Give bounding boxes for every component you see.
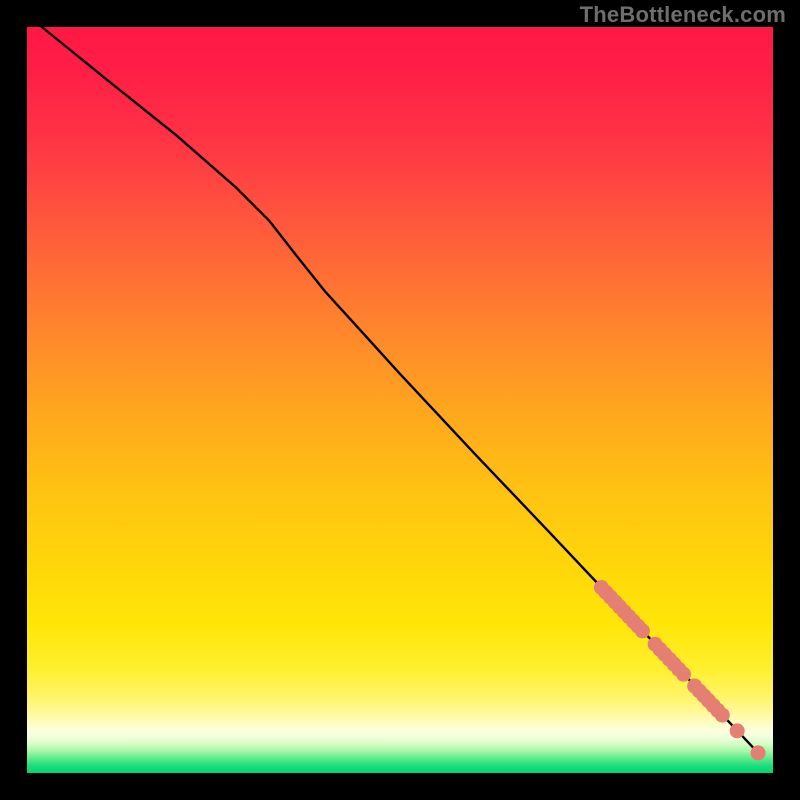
bottleneck-chart	[0, 0, 800, 800]
chart-stage: TheBottleneck.com	[0, 0, 800, 800]
data-marker	[635, 623, 650, 638]
data-marker	[715, 708, 730, 723]
data-marker	[730, 723, 745, 738]
plot-background	[27, 27, 773, 773]
data-marker	[676, 667, 691, 682]
data-marker	[751, 745, 766, 760]
watermark-text: TheBottleneck.com	[580, 2, 786, 28]
